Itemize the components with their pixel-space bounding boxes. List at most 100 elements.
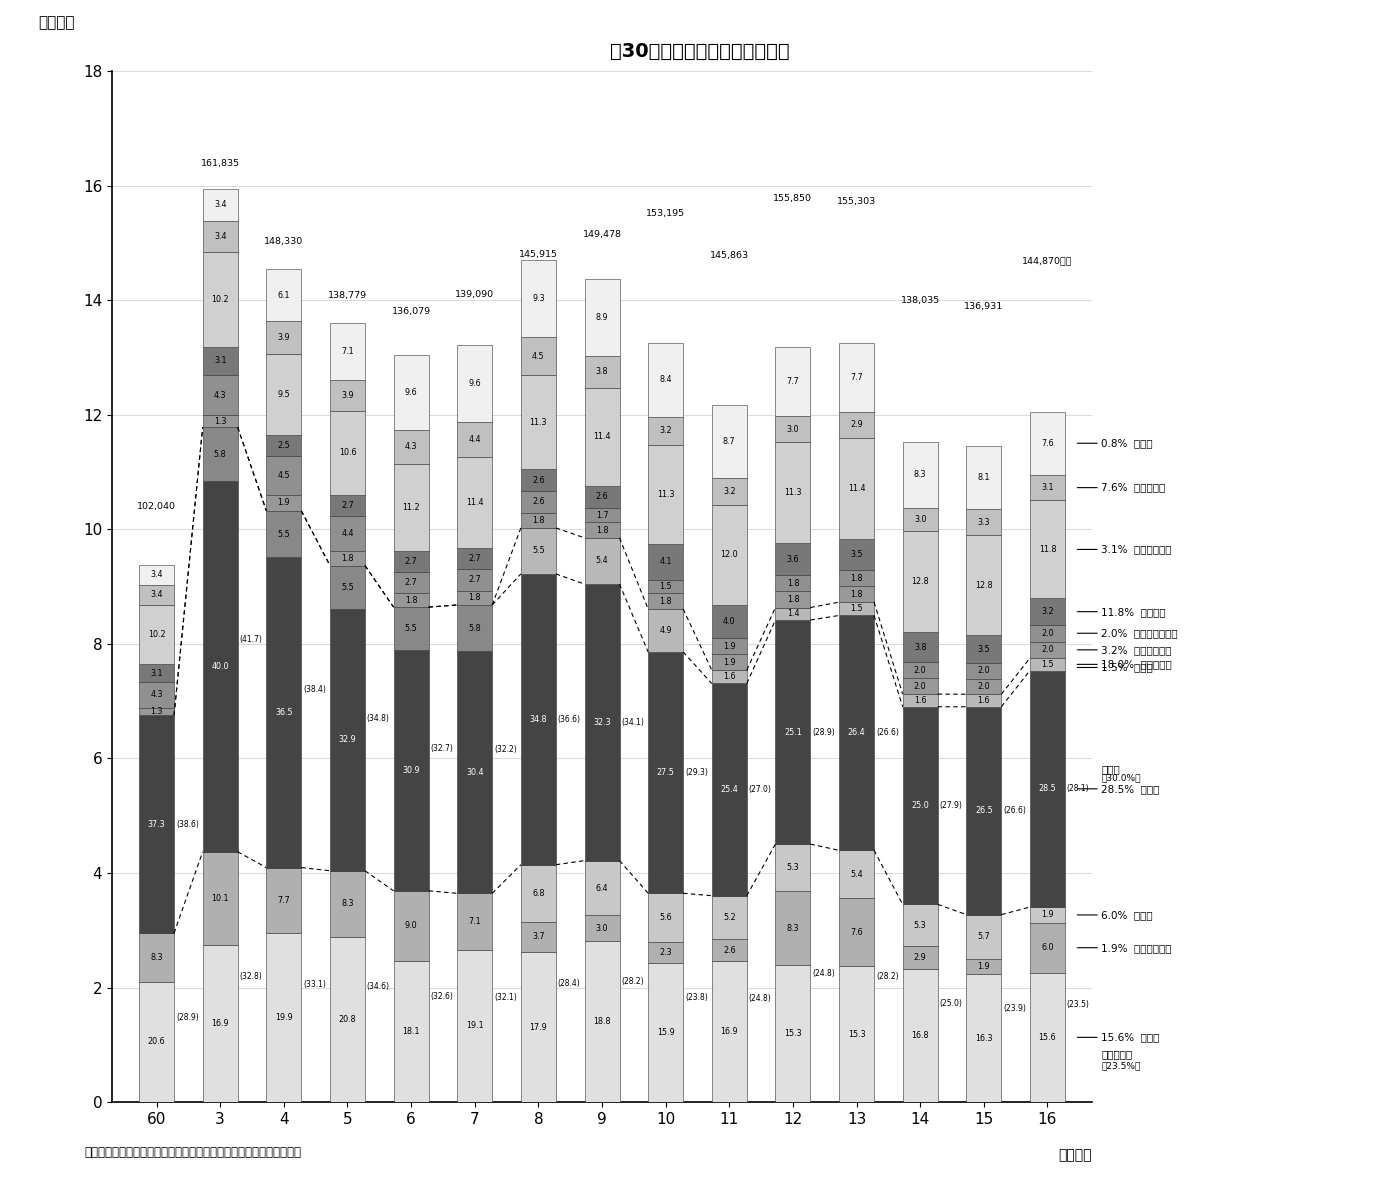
Bar — [839, 966, 874, 1102]
Text: 8.1: 8.1 — [977, 473, 990, 482]
Bar — [648, 609, 683, 652]
Text: 2.5: 2.5 — [277, 441, 290, 450]
Text: 11.4: 11.4 — [466, 498, 483, 507]
Text: 25.0: 25.0 — [911, 801, 930, 811]
Bar — [458, 456, 493, 547]
Text: (32.2): (32.2) — [494, 744, 517, 754]
Bar — [711, 639, 746, 654]
Bar — [966, 679, 1001, 694]
Bar — [648, 344, 683, 417]
Text: 3.0: 3.0 — [596, 924, 608, 933]
Text: 5.7: 5.7 — [977, 933, 990, 941]
Text: (32.7): (32.7) — [431, 744, 454, 754]
Text: 34.8: 34.8 — [529, 715, 547, 724]
Text: 145,863: 145,863 — [710, 251, 749, 260]
Bar — [393, 651, 428, 891]
Text: 5.8: 5.8 — [469, 623, 482, 633]
Text: 3.8: 3.8 — [914, 643, 927, 652]
Text: 37.3: 37.3 — [148, 820, 165, 828]
Bar — [203, 415, 238, 428]
Bar — [839, 615, 874, 851]
Text: 5.3: 5.3 — [787, 863, 799, 872]
Text: 32.9: 32.9 — [339, 736, 357, 744]
Text: 6.0: 6.0 — [1042, 943, 1054, 953]
Text: 2.7: 2.7 — [469, 576, 482, 584]
Text: 4.3: 4.3 — [405, 442, 417, 451]
Text: 5.5: 5.5 — [277, 530, 290, 539]
Bar — [266, 321, 301, 354]
Bar — [1030, 475, 1065, 500]
Text: 1.6: 1.6 — [977, 696, 990, 705]
Bar — [711, 896, 746, 940]
Text: (27.9): (27.9) — [939, 801, 962, 811]
Bar — [139, 716, 174, 933]
Text: 7.6%  軽油引取税: 7.6% 軽油引取税 — [1102, 482, 1165, 493]
Text: 7.7: 7.7 — [850, 373, 862, 382]
Text: 1.5: 1.5 — [1042, 660, 1054, 668]
Text: 20.6: 20.6 — [148, 1037, 165, 1046]
Text: 11.2: 11.2 — [402, 502, 420, 512]
Text: 1.9: 1.9 — [722, 642, 735, 651]
Text: 2.6: 2.6 — [722, 946, 735, 954]
Text: 10.2: 10.2 — [148, 630, 165, 639]
Bar — [521, 953, 556, 1102]
Text: 136,079: 136,079 — [392, 307, 431, 315]
Bar — [266, 269, 301, 321]
Bar — [458, 569, 493, 590]
Bar — [903, 633, 938, 662]
Bar — [330, 936, 365, 1102]
Text: 18.8: 18.8 — [594, 1017, 610, 1026]
Text: 2.7: 2.7 — [342, 501, 354, 510]
Text: 28.5%  法人分: 28.5% 法人分 — [1102, 783, 1159, 794]
Text: 8.3: 8.3 — [914, 470, 927, 479]
Text: 4.5: 4.5 — [277, 470, 290, 480]
Bar — [585, 584, 619, 860]
Bar — [521, 922, 556, 953]
Text: 1.9: 1.9 — [722, 658, 735, 667]
Bar — [585, 280, 619, 356]
Text: 10.1: 10.1 — [211, 895, 230, 903]
Text: （注）　（　）内の数値は、事業税及び道府県民税の構成比である。: （注） （ ）内の数値は、事業税及び道府県民税の構成比である。 — [84, 1146, 301, 1159]
Bar — [711, 405, 746, 478]
Text: 1.8: 1.8 — [469, 594, 482, 602]
Text: 2.0: 2.0 — [1042, 629, 1054, 638]
Bar — [585, 523, 619, 538]
Bar — [711, 606, 746, 639]
Text: 3.7: 3.7 — [532, 933, 545, 942]
Bar — [585, 941, 619, 1102]
Text: (23.5): (23.5) — [1067, 1000, 1089, 1010]
Bar — [903, 678, 938, 694]
Bar — [393, 463, 428, 551]
Bar — [648, 594, 683, 609]
Bar — [648, 544, 683, 579]
Text: 148,330: 148,330 — [265, 237, 304, 245]
Text: (32.1): (32.1) — [494, 993, 517, 1003]
Bar — [776, 620, 811, 844]
Text: 11.3: 11.3 — [529, 417, 547, 427]
Bar — [711, 684, 746, 896]
Text: 17.9: 17.9 — [529, 1023, 547, 1032]
Bar — [393, 430, 428, 463]
Bar — [648, 579, 683, 594]
Text: 5.5: 5.5 — [532, 546, 545, 556]
Text: (28.9): (28.9) — [176, 1013, 199, 1023]
Text: 8.3: 8.3 — [342, 899, 354, 908]
Bar — [139, 604, 174, 665]
Text: 2.0: 2.0 — [977, 666, 990, 675]
Bar — [648, 893, 683, 942]
Text: 道府県民税: 道府県民税 — [1102, 1050, 1133, 1059]
Bar — [521, 469, 556, 491]
Bar — [1030, 500, 1065, 598]
Text: (38.4): (38.4) — [304, 685, 326, 693]
Bar — [711, 654, 746, 671]
Text: (38.6): (38.6) — [176, 820, 199, 828]
Bar — [1030, 658, 1065, 671]
Text: 25.4: 25.4 — [721, 786, 738, 794]
Text: 25.1: 25.1 — [784, 728, 802, 737]
Bar — [521, 574, 556, 865]
Bar — [458, 590, 493, 606]
Bar — [776, 576, 811, 591]
Bar — [393, 356, 428, 430]
Text: 6.0%  法人分: 6.0% 法人分 — [1102, 910, 1152, 920]
Text: (28.4): (28.4) — [557, 979, 581, 988]
